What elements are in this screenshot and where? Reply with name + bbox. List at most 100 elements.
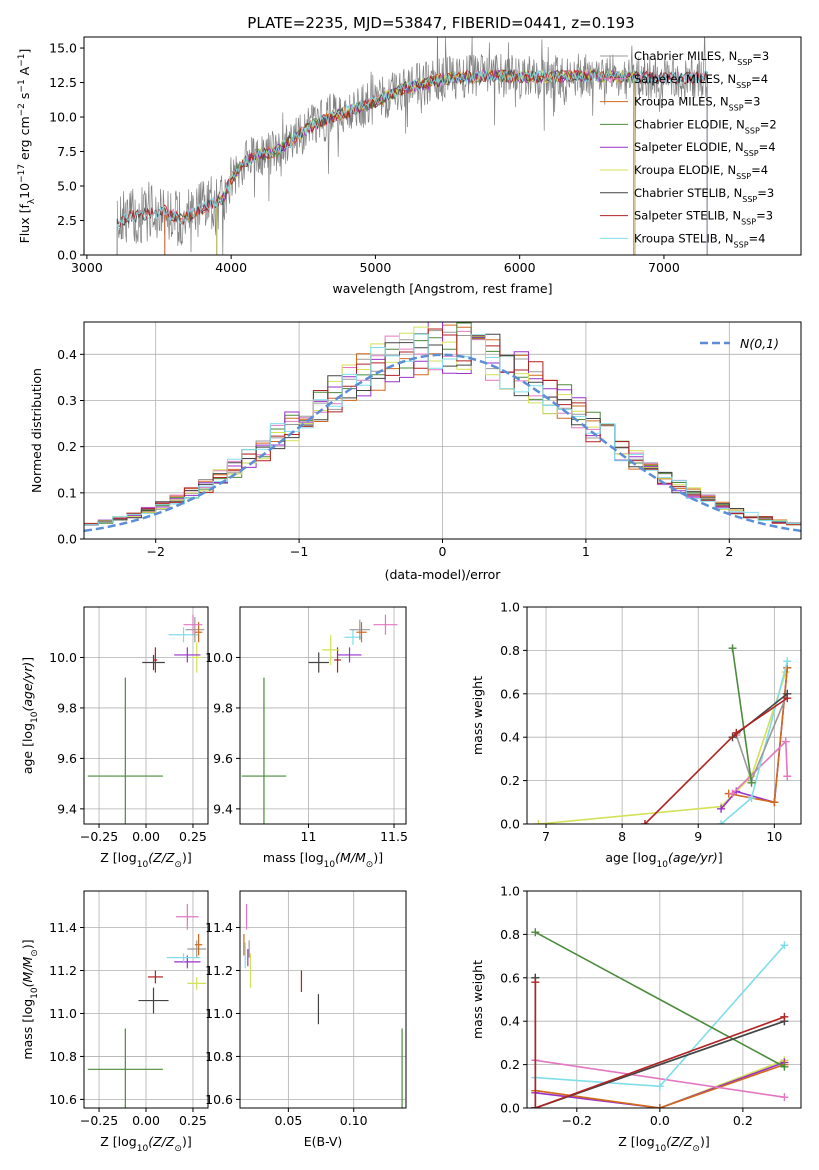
- mass_vs_Z-ytick-label: 10.8: [49, 1049, 77, 1064]
- residual-histogram: [84, 328, 801, 526]
- age_vs_mass-ytick-label: 10.0: [205, 650, 233, 665]
- age_vs_mass-ytick-label: 9.4: [213, 801, 233, 816]
- legend-entry-label: N(0,1): [740, 336, 779, 351]
- mass-weight-marker: [531, 928, 540, 937]
- mw_vs_age-xtick-label: 7: [542, 829, 550, 844]
- residuals-xtick-label: −2: [146, 544, 164, 559]
- y-axis-label: mass [log10(M/M⊙)]: [20, 939, 40, 1059]
- y-axis-label: age [log10(age/yr)]: [20, 657, 40, 774]
- mass_vs_Z-xtick-label: 0.25: [179, 1113, 207, 1128]
- age_vs_Z-xtick-label: −0.25: [80, 829, 118, 844]
- normal-distribution-curve: [84, 353, 801, 533]
- residuals-ytick-label: 0.2: [57, 439, 77, 454]
- age_vs_Z-xtick-label: 0.25: [179, 829, 207, 844]
- mass-weight-marker: [770, 798, 779, 807]
- spectrum-xtick-label: 7000: [648, 260, 680, 275]
- mw_vs_Z-xtick-label: −0.2: [562, 1113, 592, 1128]
- y-axis-label: Normed distribution: [29, 368, 44, 493]
- residuals-xtick-label: −1: [290, 544, 308, 559]
- mass_vs_ebv-ytick-label: 10.6: [205, 1092, 233, 1107]
- mw_vs_Z-ytick-label: 0.2: [500, 1057, 520, 1072]
- mass-weight-marker: [531, 1104, 540, 1108]
- mw_vs_Z-xtick-label: 0.2: [733, 1113, 753, 1128]
- mw_vs_age-ytick-label: 0.6: [500, 686, 520, 701]
- mass-weight-marker: [732, 728, 741, 737]
- legend-entry-label: Chabrier STELIB, NSSP=3: [634, 186, 774, 204]
- spectrum-xtick-label: 6000: [504, 260, 536, 275]
- mass-weight-line: [535, 1061, 785, 1108]
- spectrum-frame: [83, 36, 802, 256]
- age_vs_mass-plot-area: [241, 614, 398, 824]
- age_vs_mass-xtick-label: 11: [301, 829, 317, 844]
- legend-entry-label: Chabrier MILES, NSSP=3: [634, 49, 769, 67]
- age_vs_Z-ytick-label: 9.8: [57, 700, 77, 715]
- mass-weight-line: [731, 648, 753, 783]
- age_vs_mass-axes: 11 11.5 9.4 9.6 9.8 10.0 mass [log10(M/M⊙)]: [205, 606, 408, 870]
- mass_vs_ebv-axes: 0.05 0.10 10.6 10.8 11.0 11.2 11.4 E(B-V): [205, 890, 407, 1149]
- mass_vs_Z-xtick-label: −0.25: [80, 1113, 118, 1128]
- mass-weight-marker: [717, 804, 726, 813]
- mass_vs_ebv-xtick-label: 0.05: [274, 1113, 302, 1128]
- x-axis-label: mass [log10(M/M⊙)]: [263, 850, 383, 870]
- mw_vs_age-ytick-label: 0.8: [500, 643, 520, 658]
- age_vs_Z-axes: −0.25 0.00 0.25 9.4 9.6 9.8 10.0 Z [log10(Z/Z⊙)…: [20, 606, 209, 870]
- spectrum-axes: 3000 4000 5000 6000 7000 0.0 2.5 5.0 7.5 10.0 12.5…: [17, 36, 802, 296]
- mass-weight-marker: [780, 1062, 789, 1071]
- spectrum-ytick-label: 0.0: [57, 248, 77, 263]
- legend-entry-label: Salpeter STELIB, NSSP=3: [634, 209, 773, 227]
- mw_vs_age-ytick-label: 0.2: [500, 773, 520, 788]
- residuals-ytick-label: 0.3: [57, 393, 77, 408]
- mass-weight-marker: [531, 978, 540, 987]
- mass-weight-marker: [780, 1093, 789, 1102]
- mass-weight-marker: [655, 1104, 664, 1108]
- mw_vs_age-axes: 7 8 9 10 0.0 0.2 0.4 0.6 0.8 1.0 age [log10(age/yr…: [470, 600, 802, 870]
- residuals-axes: −2 −1 0 1 2 0.0 0.1 0.2 0.3 0.4 N(0,1) (data-model)…: [29, 321, 802, 582]
- mw_vs_age-ytick-label: 1.0: [500, 600, 520, 615]
- mass-weight-marker: [640, 820, 649, 824]
- model-spectrum-line: [116, 68, 708, 255]
- y-axis-label: mass weight: [470, 676, 485, 755]
- mw_vs_Z-ytick-label: 0.8: [500, 927, 520, 942]
- age_vs_Z-plot-area: [87, 614, 205, 824]
- model-spectrum-line: [116, 69, 708, 255]
- mw_vs_Z-ytick-label: 0.6: [500, 970, 520, 985]
- spectrum-xtick-label: 4000: [215, 260, 247, 275]
- mw_vs_age-xtick-label: 10: [766, 829, 782, 844]
- spectrum-xtick-label: 5000: [360, 260, 392, 275]
- mass_vs_Z-xtick-label: 0.00: [132, 1113, 160, 1128]
- age_vs_mass-ytick-label: 9.8: [213, 700, 233, 715]
- mass-weight-line: [535, 1059, 785, 1098]
- mass-weight-line: [534, 931, 785, 1068]
- residuals-xtick-label: 2: [725, 544, 733, 559]
- residuals-xtick-label: 0: [439, 544, 447, 559]
- age_vs_mass-frame: [239, 606, 407, 825]
- mw_vs_age-frame: [526, 606, 802, 825]
- spectrum-xtick-label: 3000: [71, 260, 103, 275]
- residuals-ytick-label: 0.4: [57, 347, 77, 362]
- figure-title: PLATE=2235, MJD=53847, FIBERID=0441, z=0…: [247, 14, 634, 32]
- mw_vs_age-ytick-label: 0.0: [500, 817, 520, 832]
- mass-weight-marker: [780, 1012, 789, 1021]
- mw_vs_Z-plot-area: [531, 928, 789, 1108]
- mass_vs_Z-ytick-label: 11.2: [49, 963, 77, 978]
- mass-weight-marker: [780, 941, 789, 950]
- mass-weight-line: [534, 982, 785, 1108]
- age_vs_Z-xtick-label: 0.00: [132, 829, 160, 844]
- legend-entry-label: Salpeter ELODIE, NSSP=4: [634, 140, 776, 158]
- mass_vs_Z-ytick-label: 11.0: [49, 1006, 77, 1021]
- mass_vs_Z-plot-area: [87, 903, 207, 1108]
- mass-weight-line: [535, 1063, 785, 1108]
- mass_vs_ebv-xtick-label: 0.10: [340, 1113, 368, 1128]
- y-axis-label: Flux [fλ10−17 erg cm−2 s−1 A−1]: [17, 49, 37, 244]
- mass_vs_ebv-ytick-label: 11.0: [205, 1006, 233, 1021]
- spectrum-ytick-label: 15.0: [49, 41, 77, 56]
- mass_vs_Z-ytick-label: 11.4: [49, 920, 77, 935]
- mass-weight-marker: [728, 789, 737, 798]
- observed-spectrum-line: [116, 37, 708, 255]
- mass-weight-marker: [783, 694, 792, 703]
- residual-histogram: [84, 333, 801, 526]
- spectrum-ytick-label: 2.5: [57, 213, 77, 228]
- mw_vs_Z-ytick-label: 1.0: [500, 884, 520, 899]
- mass-weight-marker: [655, 1082, 664, 1091]
